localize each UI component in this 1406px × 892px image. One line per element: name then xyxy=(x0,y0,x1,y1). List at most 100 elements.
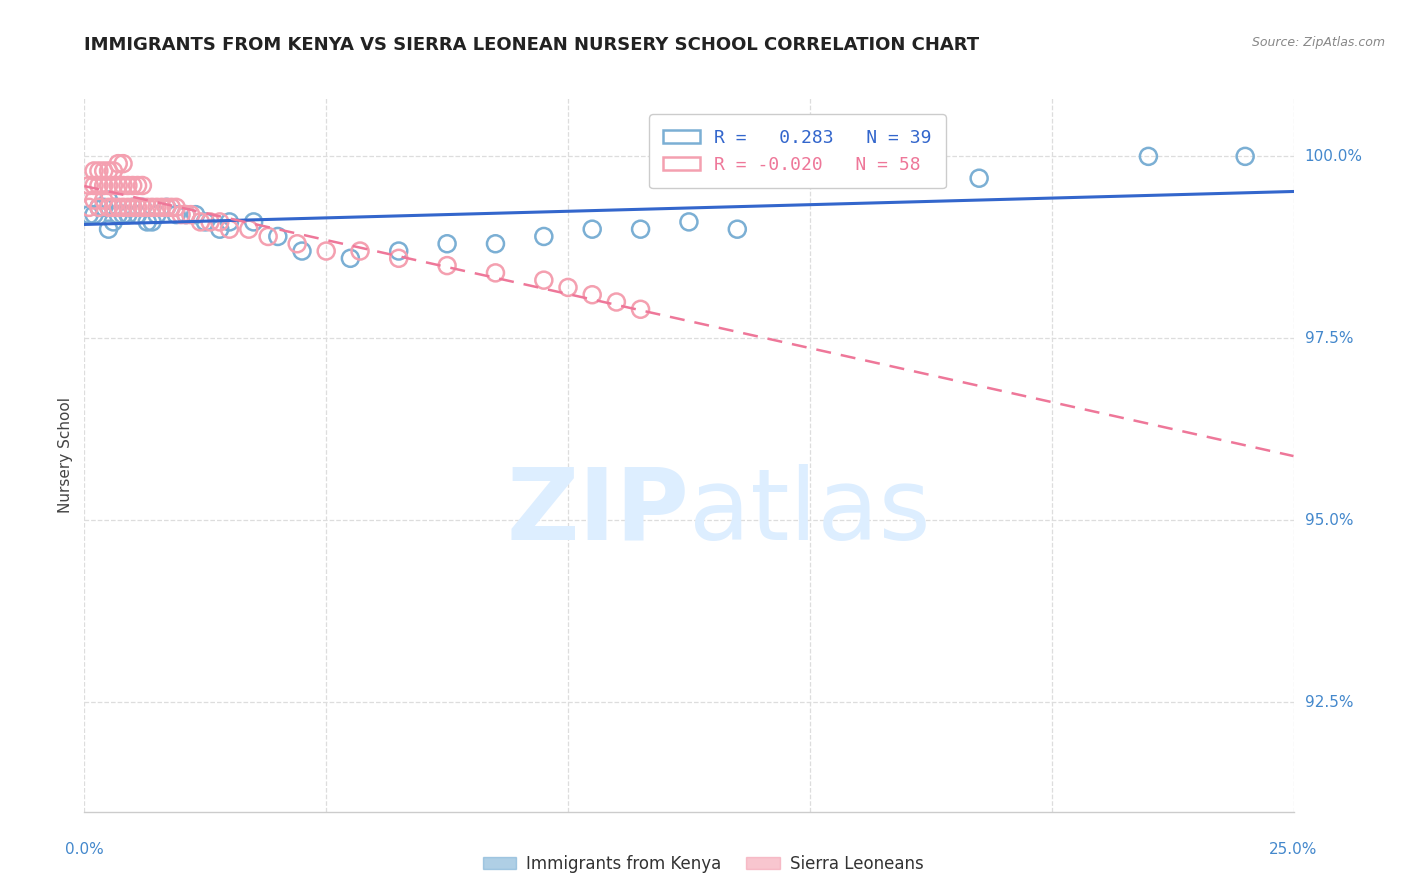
Point xyxy=(127,200,149,214)
Text: 97.5%: 97.5% xyxy=(1305,331,1353,346)
Point xyxy=(174,208,197,222)
Point xyxy=(533,229,555,244)
Point xyxy=(349,244,371,258)
Text: 95.0%: 95.0% xyxy=(1305,513,1353,528)
Point xyxy=(136,200,159,214)
Point xyxy=(630,222,652,236)
Point xyxy=(242,215,264,229)
Point xyxy=(165,200,187,214)
Point xyxy=(112,200,135,214)
Point xyxy=(107,200,129,214)
Point xyxy=(436,236,458,251)
Point xyxy=(131,178,153,193)
Point xyxy=(557,280,579,294)
Point xyxy=(150,200,173,214)
Point xyxy=(484,236,506,251)
Point xyxy=(155,200,177,214)
Point xyxy=(315,244,337,258)
Point xyxy=(87,200,110,214)
Point xyxy=(581,287,603,301)
Point xyxy=(184,208,207,222)
Point xyxy=(117,200,139,214)
Point xyxy=(208,222,231,236)
Point xyxy=(146,208,169,222)
Legend: R =   0.283   N = 39, R = -0.020   N = 58: R = 0.283 N = 39, R = -0.020 N = 58 xyxy=(650,114,946,188)
Point xyxy=(238,222,260,236)
Point xyxy=(146,200,169,214)
Point xyxy=(388,252,411,266)
Point xyxy=(112,156,135,170)
Point xyxy=(436,259,458,273)
Point xyxy=(127,178,149,193)
Point xyxy=(1137,149,1160,163)
Point xyxy=(141,200,163,214)
Point xyxy=(257,229,280,244)
Point xyxy=(107,156,129,170)
Point xyxy=(77,200,100,214)
Point xyxy=(83,193,105,207)
Point xyxy=(87,178,110,193)
Point xyxy=(121,178,143,193)
Point xyxy=(605,295,627,310)
Text: Source: ZipAtlas.com: Source: ZipAtlas.com xyxy=(1251,36,1385,49)
Point xyxy=(77,208,100,222)
Point xyxy=(87,164,110,178)
Point xyxy=(103,215,125,229)
Text: ZIP: ZIP xyxy=(506,464,689,560)
Point xyxy=(107,208,129,222)
Point xyxy=(83,178,105,193)
Point xyxy=(97,178,120,193)
Point xyxy=(93,164,115,178)
Point xyxy=(77,178,100,193)
Text: 0.0%: 0.0% xyxy=(65,842,104,857)
Text: 100.0%: 100.0% xyxy=(1305,149,1362,164)
Point xyxy=(97,193,120,207)
Point xyxy=(93,178,115,193)
Text: atlas: atlas xyxy=(689,464,931,560)
Point xyxy=(112,178,135,193)
Point xyxy=(678,215,700,229)
Point xyxy=(208,215,231,229)
Point xyxy=(630,302,652,317)
Point xyxy=(131,200,153,214)
Point xyxy=(121,200,143,214)
Point xyxy=(484,266,506,280)
Point xyxy=(103,164,125,178)
Point xyxy=(967,171,990,186)
Point xyxy=(160,200,183,214)
Point xyxy=(97,222,120,236)
Point xyxy=(339,252,361,266)
Point xyxy=(291,244,314,258)
Point xyxy=(83,208,105,222)
Point xyxy=(136,215,159,229)
Point xyxy=(83,164,105,178)
Point xyxy=(131,200,153,214)
Point xyxy=(725,222,748,236)
Y-axis label: Nursery School: Nursery School xyxy=(58,397,73,513)
Point xyxy=(267,229,290,244)
Text: 92.5%: 92.5% xyxy=(1305,695,1353,710)
Point xyxy=(180,208,202,222)
Point xyxy=(141,215,163,229)
Point xyxy=(218,215,240,229)
Point xyxy=(121,200,143,214)
Text: IMMIGRANTS FROM KENYA VS SIERRA LEONEAN NURSERY SCHOOL CORRELATION CHART: IMMIGRANTS FROM KENYA VS SIERRA LEONEAN … xyxy=(84,36,980,54)
Point xyxy=(190,215,212,229)
Point xyxy=(170,208,193,222)
Point xyxy=(93,193,115,207)
Point xyxy=(1234,149,1257,163)
Point xyxy=(165,208,187,222)
Point xyxy=(103,200,125,214)
Point xyxy=(112,208,135,222)
Point xyxy=(388,244,411,258)
Point xyxy=(581,222,603,236)
Point xyxy=(198,215,221,229)
Point xyxy=(97,200,120,214)
Point xyxy=(97,164,120,178)
Point xyxy=(285,236,308,251)
Point xyxy=(117,178,139,193)
Point xyxy=(218,222,240,236)
Point xyxy=(194,215,217,229)
Point xyxy=(103,200,125,214)
Point xyxy=(93,200,115,214)
